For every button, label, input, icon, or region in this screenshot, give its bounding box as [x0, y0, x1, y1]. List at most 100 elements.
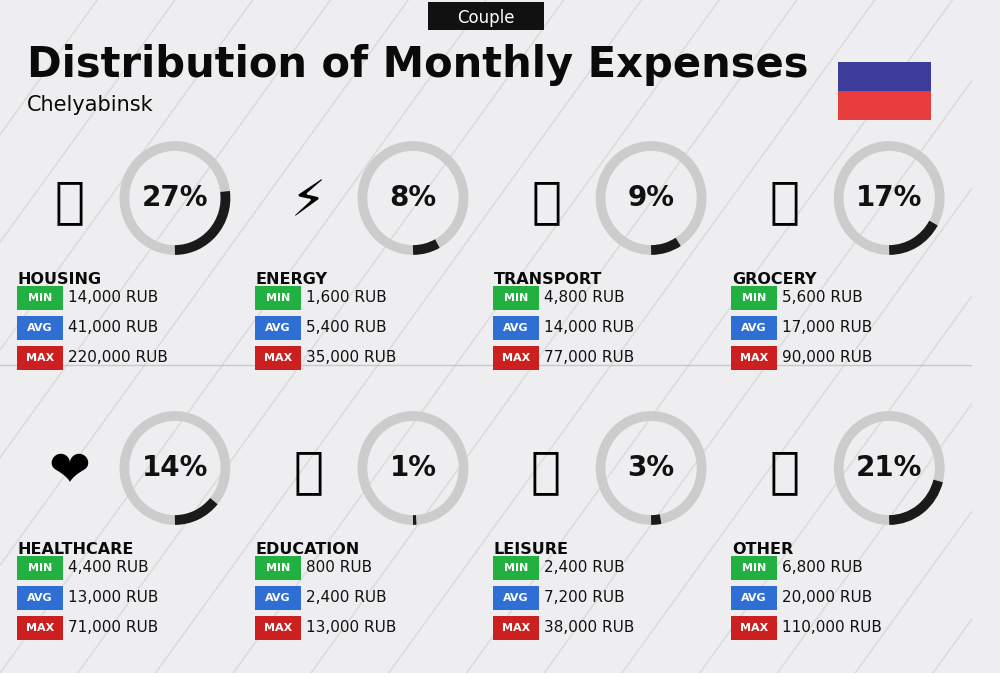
Text: 41,000 RUB: 41,000 RUB: [68, 320, 158, 336]
Text: ⚡: ⚡: [290, 178, 326, 226]
Text: 2,400 RUB: 2,400 RUB: [306, 590, 387, 606]
Text: MIN: MIN: [266, 563, 290, 573]
FancyBboxPatch shape: [17, 316, 63, 340]
Text: 3%: 3%: [628, 454, 675, 482]
FancyBboxPatch shape: [731, 556, 777, 580]
Text: 800 RUB: 800 RUB: [306, 561, 372, 575]
Text: 21%: 21%: [856, 454, 922, 482]
FancyBboxPatch shape: [17, 586, 63, 610]
Text: 5,400 RUB: 5,400 RUB: [306, 320, 387, 336]
Text: 🛍️: 🛍️: [531, 448, 561, 496]
FancyBboxPatch shape: [493, 346, 539, 370]
Text: 71,000 RUB: 71,000 RUB: [68, 621, 158, 635]
Text: MIN: MIN: [28, 293, 52, 303]
Text: 77,000 RUB: 77,000 RUB: [544, 351, 634, 365]
Text: 13,000 RUB: 13,000 RUB: [68, 590, 158, 606]
FancyBboxPatch shape: [17, 616, 63, 640]
FancyBboxPatch shape: [493, 556, 539, 580]
Text: 17%: 17%: [856, 184, 922, 212]
Text: Distribution of Monthly Expenses: Distribution of Monthly Expenses: [27, 44, 809, 86]
Text: 2,400 RUB: 2,400 RUB: [544, 561, 625, 575]
Text: 4,800 RUB: 4,800 RUB: [544, 291, 625, 306]
Text: 20,000 RUB: 20,000 RUB: [782, 590, 873, 606]
FancyBboxPatch shape: [255, 286, 301, 310]
Text: Chelyabinsk: Chelyabinsk: [27, 95, 154, 115]
Text: GROCERY: GROCERY: [732, 273, 816, 287]
Text: MIN: MIN: [742, 563, 766, 573]
Text: EDUCATION: EDUCATION: [256, 542, 360, 557]
Text: 4,400 RUB: 4,400 RUB: [68, 561, 149, 575]
Text: Couple: Couple: [457, 9, 515, 27]
Text: HOUSING: HOUSING: [17, 273, 102, 287]
Text: MIN: MIN: [28, 563, 52, 573]
FancyBboxPatch shape: [731, 346, 777, 370]
Text: 👜: 👜: [769, 448, 799, 496]
Text: AVG: AVG: [265, 593, 291, 603]
Bar: [428, 2, 544, 30]
FancyBboxPatch shape: [17, 556, 63, 580]
Text: AVG: AVG: [27, 593, 53, 603]
Text: MIN: MIN: [504, 563, 528, 573]
FancyBboxPatch shape: [255, 556, 301, 580]
Text: 5,600 RUB: 5,600 RUB: [782, 291, 863, 306]
FancyBboxPatch shape: [493, 316, 539, 340]
Text: MIN: MIN: [504, 293, 528, 303]
Text: 9%: 9%: [628, 184, 675, 212]
Text: 90,000 RUB: 90,000 RUB: [782, 351, 873, 365]
Text: 6,800 RUB: 6,800 RUB: [782, 561, 863, 575]
Text: HEALTHCARE: HEALTHCARE: [17, 542, 134, 557]
FancyBboxPatch shape: [255, 586, 301, 610]
FancyBboxPatch shape: [493, 586, 539, 610]
Text: 38,000 RUB: 38,000 RUB: [544, 621, 635, 635]
Text: MAX: MAX: [740, 623, 768, 633]
Text: 🎓: 🎓: [293, 448, 323, 496]
Text: AVG: AVG: [741, 593, 767, 603]
FancyBboxPatch shape: [731, 586, 777, 610]
FancyBboxPatch shape: [17, 346, 63, 370]
FancyBboxPatch shape: [255, 616, 301, 640]
Text: MAX: MAX: [502, 623, 530, 633]
Text: MAX: MAX: [502, 353, 530, 363]
Text: 🏢: 🏢: [55, 178, 85, 226]
Text: AVG: AVG: [27, 323, 53, 333]
Text: 14,000 RUB: 14,000 RUB: [544, 320, 634, 336]
Text: AVG: AVG: [503, 323, 529, 333]
Text: AVG: AVG: [503, 593, 529, 603]
Text: ❤️: ❤️: [49, 448, 91, 496]
Text: 14,000 RUB: 14,000 RUB: [68, 291, 158, 306]
FancyBboxPatch shape: [731, 316, 777, 340]
Text: MAX: MAX: [26, 353, 54, 363]
Text: 13,000 RUB: 13,000 RUB: [306, 621, 396, 635]
Text: 🚌: 🚌: [531, 178, 561, 226]
Text: 1,600 RUB: 1,600 RUB: [306, 291, 387, 306]
FancyBboxPatch shape: [255, 316, 301, 340]
Text: AVG: AVG: [265, 323, 291, 333]
Text: MIN: MIN: [266, 293, 290, 303]
Bar: [838, 62, 931, 91]
FancyBboxPatch shape: [493, 286, 539, 310]
Text: 🛒: 🛒: [769, 178, 799, 226]
Text: MIN: MIN: [742, 293, 766, 303]
FancyBboxPatch shape: [255, 346, 301, 370]
Text: 35,000 RUB: 35,000 RUB: [306, 351, 396, 365]
Text: MAX: MAX: [264, 623, 292, 633]
Text: MAX: MAX: [26, 623, 54, 633]
Text: 1%: 1%: [390, 454, 437, 482]
FancyBboxPatch shape: [493, 616, 539, 640]
Text: 8%: 8%: [389, 184, 437, 212]
Text: 14%: 14%: [142, 454, 208, 482]
Text: MAX: MAX: [264, 353, 292, 363]
Text: 110,000 RUB: 110,000 RUB: [782, 621, 882, 635]
Text: ENERGY: ENERGY: [256, 273, 328, 287]
FancyBboxPatch shape: [731, 286, 777, 310]
Text: LEISURE: LEISURE: [494, 542, 569, 557]
Text: 7,200 RUB: 7,200 RUB: [544, 590, 625, 606]
Text: TRANSPORT: TRANSPORT: [494, 273, 602, 287]
Text: 27%: 27%: [142, 184, 208, 212]
Text: OTHER: OTHER: [732, 542, 793, 557]
Text: AVG: AVG: [741, 323, 767, 333]
FancyBboxPatch shape: [731, 616, 777, 640]
FancyBboxPatch shape: [17, 286, 63, 310]
Text: MAX: MAX: [740, 353, 768, 363]
Bar: [838, 91, 931, 120]
